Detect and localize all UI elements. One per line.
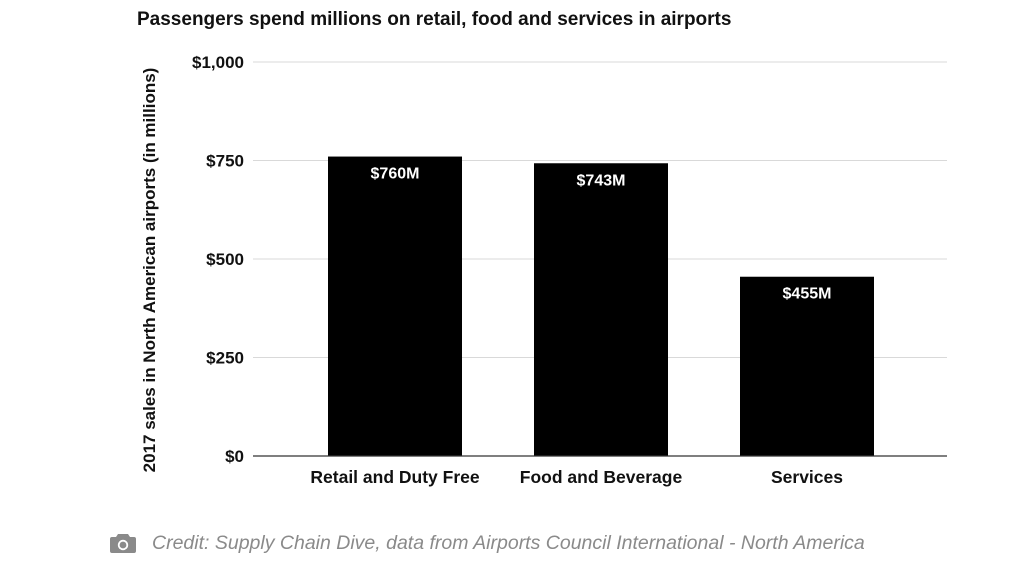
chart: Passengers spend millions on retail, foo… xyxy=(137,9,947,487)
y-tick-label: $250 xyxy=(206,349,244,368)
data-label: $743M xyxy=(577,172,626,189)
y-tick-label: $500 xyxy=(206,250,244,269)
y-axis-label: 2017 sales in North American airports (i… xyxy=(140,68,159,473)
bar-chart-plot: $0 $250 $500 $750 $1,000 $760M $743M $455M Retai… xyxy=(140,53,947,487)
y-tick-label: $0 xyxy=(225,447,244,466)
bar xyxy=(328,156,462,456)
data-label: $455M xyxy=(783,286,832,303)
bar xyxy=(534,163,668,456)
y-tick-label: $750 xyxy=(206,152,244,171)
x-category-label: Retail and Duty Free xyxy=(310,467,479,487)
credit-text: Credit: Supply Chain Dive, data from Air… xyxy=(152,531,865,554)
photo-credit: Credit: Supply Chain Dive, data from Air… xyxy=(109,529,865,557)
bar xyxy=(740,276,874,456)
y-tick-label: $1,000 xyxy=(192,53,244,72)
data-label: $760M xyxy=(371,166,420,183)
x-category-label: Food and Beverage xyxy=(520,467,683,487)
x-category-label: Services xyxy=(771,467,843,487)
camera-icon xyxy=(110,534,136,553)
chart-title: Passengers spend millions on retail, foo… xyxy=(137,9,732,30)
